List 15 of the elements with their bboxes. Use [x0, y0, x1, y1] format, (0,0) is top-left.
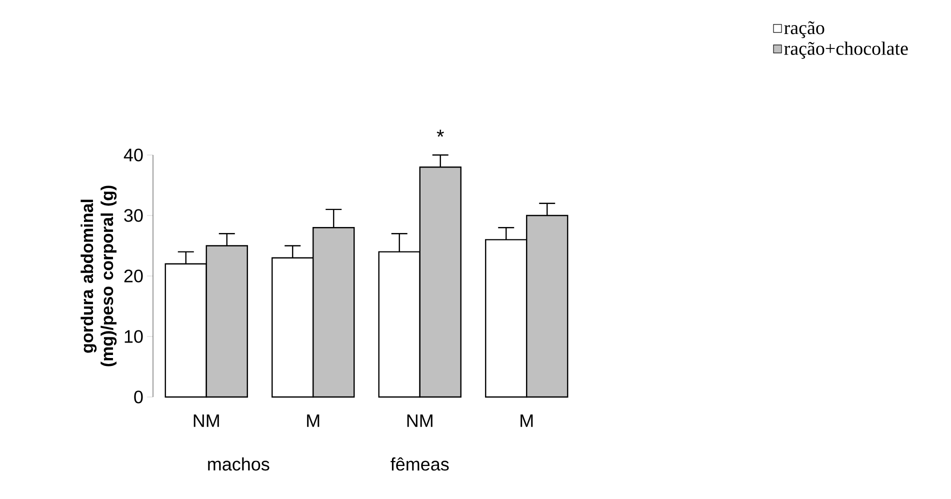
y-tick-label: 20 — [124, 270, 143, 282]
text: * — [436, 130, 444, 137]
y-axis-title: gordura abdominal (mg)/peso corporal (g) — [80, 186, 117, 366]
y-tick-label: 0 — [134, 390, 143, 404]
x-tick-label: NM — [407, 414, 432, 427]
y-tick-label: 10 — [124, 330, 143, 343]
legend-label: ração+chocolate — [784, 42, 908, 59]
x-tick-label: NM — [194, 414, 219, 427]
y-tick-label: 40 — [124, 148, 143, 162]
legend-label: ração — [784, 21, 824, 38]
text: machos — [208, 457, 270, 471]
y-tick-label: 30 — [124, 209, 143, 222]
text: fêmeas — [390, 457, 449, 471]
x-tick-label: M — [307, 414, 320, 427]
x-tick-label: M — [520, 414, 533, 427]
